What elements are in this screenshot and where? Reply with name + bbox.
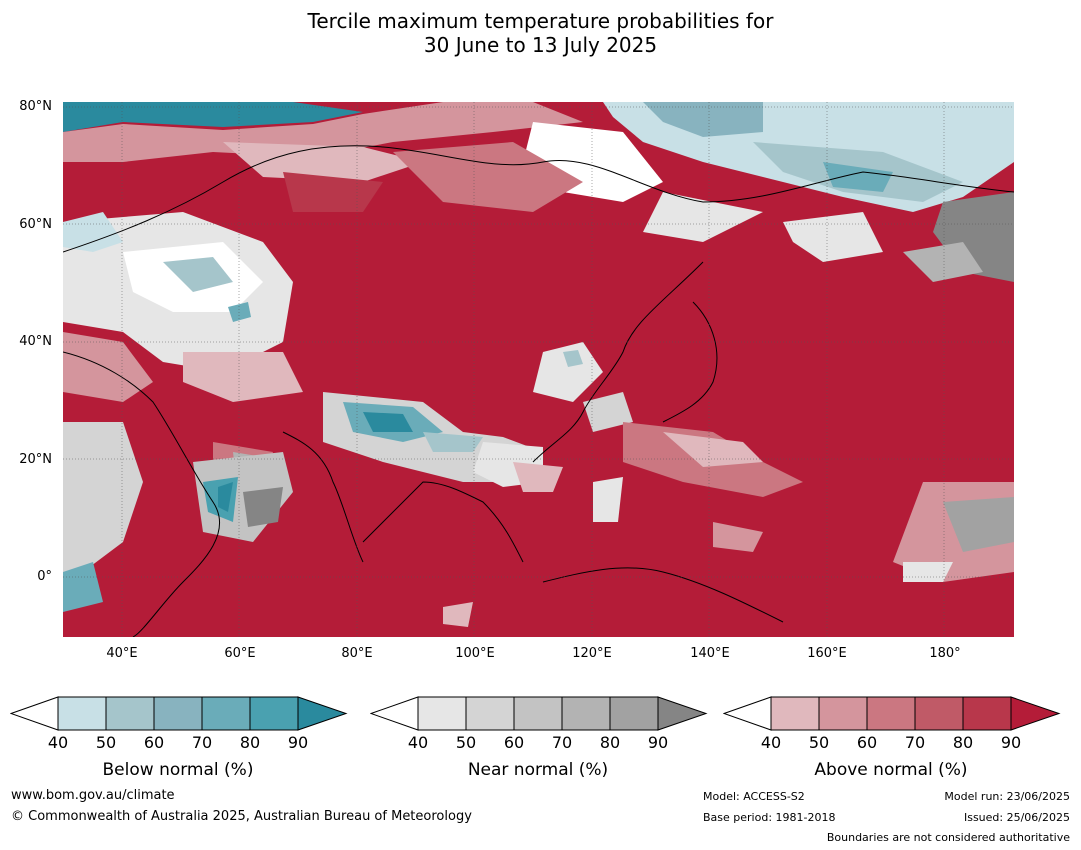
colorbar-swatch-0 (57, 696, 107, 731)
cb-below-tick-90: 90 (287, 733, 309, 752)
colorbar-near-normal (369, 696, 710, 731)
himalaya-patches (323, 392, 563, 492)
colorbar-under-arrow (9, 696, 59, 731)
copyright-text: © Commonwealth of Australia 2025, Austra… (11, 809, 472, 824)
lat-label-20n: 20°N (19, 452, 52, 467)
lat-label-60n: 60°N (19, 217, 52, 232)
cb-below-tick-40: 40 (47, 733, 69, 752)
colorbar-swatch-4 (962, 696, 1012, 731)
colorbar-swatch-1 (465, 696, 515, 731)
lon-label-160e: 160°E (807, 646, 847, 661)
colorbar-swatch-1 (818, 696, 868, 731)
issued-date: Issued: 25/06/2025 (963, 811, 1070, 824)
colorbar-under-arrow (369, 696, 419, 731)
cb-near-tick-60: 60 (503, 733, 525, 752)
colorbar-over-arrow (657, 696, 708, 731)
colorbar-swatch-2 (866, 696, 916, 731)
colorbar-over-arrow (297, 696, 348, 731)
colorbar-swatch-4 (609, 696, 659, 731)
map-canvas (63, 102, 1014, 637)
base-period: Base period: 1981-2018 (703, 811, 836, 824)
colorbar-swatch-0 (417, 696, 467, 731)
cb-near-tick-90: 90 (647, 733, 669, 752)
east-asia-patches (533, 342, 633, 522)
colorbar-swatch-1 (105, 696, 155, 731)
probability-map[interactable] (63, 102, 1014, 637)
map-title-line-2: 30 June to 13 July 2025 (423, 33, 658, 57)
cb-below-tick-50: 50 (95, 733, 117, 752)
lon-label-100e: 100°E (455, 646, 495, 661)
colorbar-swatch-0 (770, 696, 820, 731)
website-link[interactable]: www.bom.gov.au/climate (11, 788, 175, 803)
colorbar-swatch-4 (249, 696, 299, 731)
lon-label-120e: 120°E (572, 646, 612, 661)
model-name: Model: ACCESS-S2 (703, 790, 805, 803)
colorbar-swatch-3 (201, 696, 251, 731)
lon-label-60e: 60°E (224, 646, 256, 661)
cb-above-tick-40: 40 (760, 733, 782, 752)
graticule (63, 102, 1014, 637)
cb-above-tick-70: 70 (904, 733, 926, 752)
pacific-patches (443, 422, 1014, 627)
colorbar-swatch-3 (561, 696, 611, 731)
lon-label-40e: 40°E (106, 646, 138, 661)
arabian-sea-patches (63, 452, 293, 612)
cb-near-tick-50: 50 (455, 733, 477, 752)
colorbar-above-normal (722, 696, 1063, 731)
lon-label-140e: 140°E (690, 646, 730, 661)
lat-label-80n: 80°N (19, 99, 52, 114)
colorbar-swatch-2 (153, 696, 203, 731)
cb-below-tick-80: 80 (239, 733, 261, 752)
cb-above-tick-60: 60 (856, 733, 878, 752)
colorbar-swatch-3 (914, 696, 964, 731)
colorbar-below-normal (9, 696, 350, 731)
colorbar-below-normal-swatches (9, 696, 348, 731)
lat-label-40n: 40°N (19, 334, 52, 349)
cb-above-tick-50: 50 (808, 733, 830, 752)
map-title-line-1: Tercile maximum temperature probabilitie… (307, 9, 774, 33)
cb-near-tick-80: 80 (599, 733, 621, 752)
boundaries-disclaimer: Boundaries are not considered authoritat… (826, 831, 1070, 844)
model-run-date: Model run: 23/06/2025 (944, 790, 1070, 803)
cb-below-label: Below normal (%) (102, 760, 254, 780)
cb-above-tick-90: 90 (1000, 733, 1022, 752)
cb-near-tick-70: 70 (551, 733, 573, 752)
colorbar-under-arrow (722, 696, 772, 731)
cb-above-label: Above normal (%) (814, 760, 968, 780)
arctic-patches (63, 102, 1014, 282)
colorbar-swatch-2 (513, 696, 563, 731)
cb-near-label: Near normal (%) (467, 760, 609, 780)
colorbar-over-arrow (1010, 696, 1061, 731)
colorbar-above-normal-swatches (722, 696, 1061, 731)
lon-label-180: 180° (929, 646, 961, 661)
cb-below-tick-70: 70 (191, 733, 213, 752)
cb-below-tick-60: 60 (143, 733, 165, 752)
cb-near-tick-40: 40 (407, 733, 429, 752)
cb-above-tick-80: 80 (952, 733, 974, 752)
colorbar-near-normal-swatches (369, 696, 708, 731)
lon-label-80e: 80°E (341, 646, 373, 661)
lat-label-0: 0° (37, 569, 52, 584)
coastlines (63, 145, 1014, 637)
